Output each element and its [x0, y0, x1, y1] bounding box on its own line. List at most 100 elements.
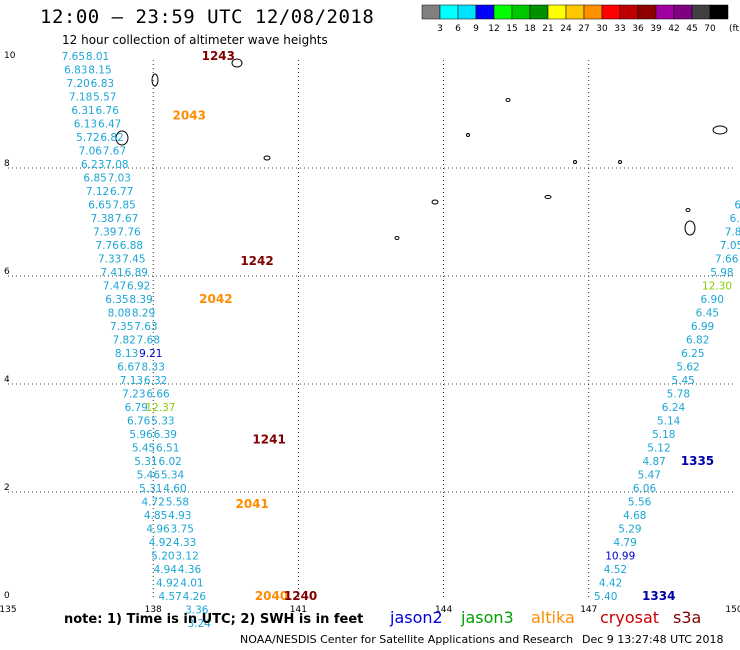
wave-height-label: 4.96: [146, 524, 170, 536]
wave-height-label: 7.23: [122, 389, 145, 401]
y-tick-label: 0: [4, 591, 10, 601]
x-tick-label: 144: [435, 605, 452, 615]
legend-tick-label: 27: [578, 24, 589, 34]
wave-height-label: 4.93: [168, 510, 191, 522]
wave-height-label: 5.96: [129, 429, 153, 441]
wave-height-label: 3.12: [175, 551, 198, 563]
wave-height-label: 7.41: [100, 267, 123, 279]
wave-height-label: 3.36: [185, 605, 209, 617]
pass-time-label: 1335: [681, 454, 714, 468]
pass-time-label: 1240: [284, 589, 317, 603]
pass-time-label: 2040: [255, 589, 288, 603]
wave-height-label: 6.88: [120, 240, 143, 252]
wave-height-label: 5.56: [628, 497, 652, 509]
wave-height-label: 7.39: [93, 227, 116, 239]
wave-height-label: 7.05: [720, 240, 740, 252]
wave-height-label: 5.20: [151, 551, 174, 563]
wave-height-label: 8.29: [132, 308, 155, 320]
wave-height-label: 7.12: [86, 186, 109, 198]
wave-height-label: 7.68: [137, 335, 160, 347]
pass-time-label: 1243: [202, 49, 235, 63]
wave-height-label: 7.38: [91, 213, 114, 225]
wave-height-label: 7.67: [115, 213, 138, 225]
wave-height-label: 4.92: [156, 578, 179, 590]
island-outline: [684, 220, 696, 236]
wave-height-label: 4.79: [613, 537, 636, 549]
wave-height-label: 4.68: [623, 510, 646, 522]
wave-height-label: 5.40: [594, 591, 617, 603]
wave-height-label: 7.03: [108, 173, 131, 185]
legend-tick-label: 33: [614, 24, 625, 34]
wave-height-label: 10.99: [605, 551, 635, 563]
wave-height-label: 6.06: [633, 483, 657, 495]
wave-height-label: 5.46: [137, 470, 161, 482]
wave-height-label: 6.24: [662, 402, 686, 414]
x-tick-label: 138: [145, 605, 162, 615]
wave-height-label: 6.66: [146, 389, 170, 401]
y-tick-label: 2: [4, 483, 10, 493]
legend-cryosat: cryosat: [600, 608, 660, 627]
pass-time-label: 1334: [642, 589, 675, 603]
wave-height-label: 7.63: [134, 321, 157, 333]
wave-height-label: 12.37: [145, 402, 175, 414]
wave-height-label: 6.90: [701, 294, 724, 306]
y-tick-label: 6: [4, 267, 10, 277]
wave-height-label: 5.45: [671, 375, 694, 387]
wave-height-label: 6.47: [98, 119, 121, 131]
wave-height-label: 6.23: [81, 159, 104, 171]
legend-tick-label: 6: [455, 24, 461, 34]
wave-height-label: 5.31: [139, 483, 162, 495]
wave-height-label: 8.13: [115, 348, 138, 360]
wave-height-label: 4.85: [144, 510, 167, 522]
wave-height-label: 4.60: [163, 483, 186, 495]
wave-height-label: 5.31: [134, 456, 157, 468]
wave-height-label: 7.76: [117, 227, 141, 239]
wave-height-label: 5.12: [647, 443, 670, 455]
wave-height-label: 7.47: [103, 281, 126, 293]
wave-height-label: 6.02: [158, 456, 181, 468]
footer-timestamp: Dec 9 13:27:48 UTC 2018: [582, 633, 724, 646]
wave-height-label: 6.83: [91, 78, 114, 90]
legend-tick-label: 21: [542, 24, 553, 34]
legend-tick-label: 15: [506, 24, 517, 34]
wave-height-label: 5.33: [151, 416, 174, 428]
wave-height-label: 5.57: [93, 92, 116, 104]
wave-height-label: 3.75: [171, 524, 194, 536]
wave-height-label: 5.45: [132, 443, 155, 455]
wave-height-label: 4.87: [642, 456, 665, 468]
pass-time-label: 1241: [252, 432, 285, 446]
wave-height-label: 4.01: [180, 578, 203, 590]
wave-height-label: 7.80: [725, 227, 740, 239]
wave-height-label: 8.08: [108, 308, 131, 320]
wave-height-label: 12.30: [702, 281, 732, 293]
wave-height-label: 6.32: [144, 375, 167, 387]
wave-height-label: 7.35: [110, 321, 133, 333]
island-outline: [573, 160, 577, 164]
pass-time-label: 2042: [199, 292, 232, 306]
island-outline: [505, 98, 511, 102]
wave-height-label: 4.57: [158, 591, 181, 603]
island-outline: [466, 133, 470, 137]
wave-height-label: 5.62: [676, 362, 699, 374]
wave-height-label: 6.99: [691, 321, 714, 333]
wave-height-label: 7.08: [105, 159, 128, 171]
wave-height-label: 7.33: [98, 254, 121, 266]
legend-tick-label: 9: [473, 24, 479, 34]
wave-height-label: 4.26: [183, 591, 207, 603]
wave-height-label: 6.92: [127, 281, 150, 293]
x-tick-label: 147: [580, 605, 597, 615]
legend-tick-label: 70: [704, 24, 716, 34]
wave-height-label: 5.78: [667, 389, 690, 401]
wave-height-label: 7.66: [715, 254, 739, 266]
island-outline: [431, 199, 439, 205]
island-outline: [712, 125, 728, 135]
island-outline: [394, 236, 400, 240]
wave-height-label: 4.72: [142, 497, 165, 509]
footer-credit: NOAA/NESDIS Center for Satellite Applica…: [240, 633, 574, 646]
wave-height-label: 8.39: [129, 294, 152, 306]
wave-height-label: 6.76: [127, 416, 151, 428]
wave-height-label: 9.21: [139, 348, 162, 360]
wave-height-label: 7.67: [103, 146, 126, 158]
wave-height-label: 6.67: [117, 362, 140, 374]
